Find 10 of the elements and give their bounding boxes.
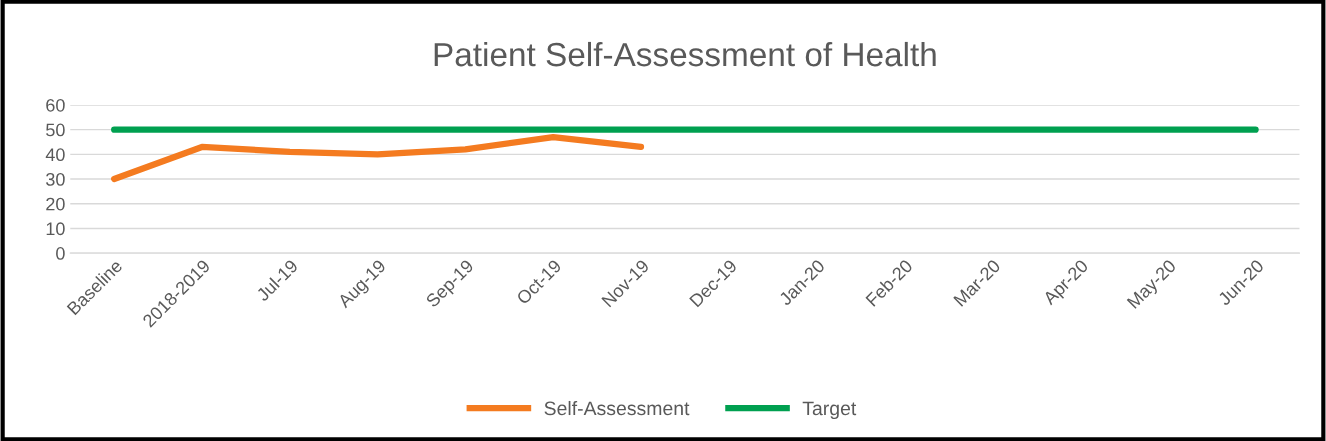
y-tick-label: 30 (46, 172, 65, 186)
legend-label: Target (802, 401, 857, 420)
y-tick-label: 60 (46, 98, 65, 112)
y-tick-label: 20 (46, 197, 65, 211)
y-tick-label: 0 (56, 247, 65, 260)
legend-label: Self-Assessment (544, 400, 690, 416)
y-tick-label: 40 (45, 148, 65, 162)
y-tick-label: 50 (46, 123, 65, 137)
chart-title: Patient Self-Assessment of Health (434, 41, 936, 67)
y-tick-label: 10 (46, 222, 65, 236)
